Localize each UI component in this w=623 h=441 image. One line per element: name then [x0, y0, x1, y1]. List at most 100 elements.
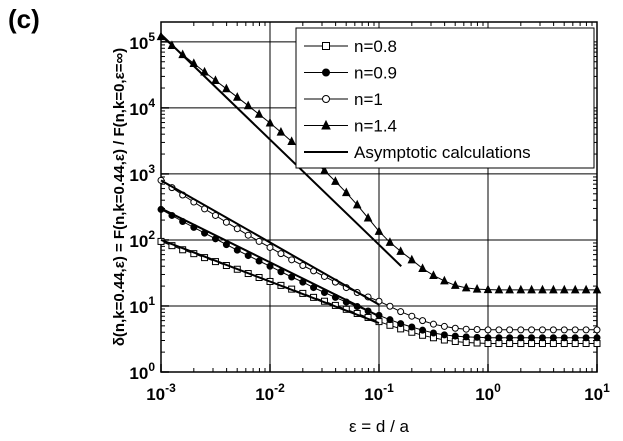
legend-marker: [321, 119, 331, 130]
data-point: [408, 312, 416, 320]
data-point: [483, 284, 493, 294]
data-point: [222, 83, 231, 93]
data-point: [232, 92, 242, 101]
x-axis-label: ε = d / a: [349, 417, 410, 436]
data-point: [495, 334, 503, 342]
data-point: [419, 317, 427, 325]
x-tick-label: 101: [584, 381, 610, 404]
data-point: [582, 326, 590, 334]
asymptotic-line: [160, 179, 380, 306]
data-point: [407, 254, 417, 264]
asymptotic-line: [160, 207, 380, 318]
data-point: [528, 340, 536, 348]
data-point: [243, 100, 253, 110]
data-point: [506, 340, 514, 348]
data-point: [559, 284, 569, 294]
data-point: [593, 334, 601, 342]
data-point: [363, 212, 373, 222]
data-point: [244, 231, 252, 239]
data-point: [571, 340, 579, 348]
data-point: [451, 332, 459, 340]
data-point: [517, 326, 525, 334]
data-point: [462, 325, 470, 333]
data-point: [517, 340, 525, 348]
legend-marker: [322, 95, 330, 103]
x-tick-label: 10-2: [255, 381, 285, 404]
x-tick-label: 10-3: [146, 381, 176, 404]
plot-frame: [160, 21, 598, 373]
data-point: [419, 326, 427, 334]
x-tick-label: 100: [475, 381, 501, 404]
y-tick-label: 100: [129, 360, 155, 383]
data-point: [484, 326, 492, 334]
data-point: [527, 284, 536, 294]
data-point: [495, 326, 503, 334]
y-tick-label: 104: [129, 96, 155, 119]
legend-label: n=0.8: [354, 37, 397, 56]
data-point: [495, 340, 503, 348]
data-point: [287, 136, 296, 145]
data-point: [429, 270, 438, 279]
data-point: [386, 302, 394, 310]
data-point: [506, 326, 514, 334]
data-point: [440, 275, 449, 285]
data-point: [581, 284, 591, 294]
y-tick-label: 105: [129, 30, 155, 53]
data-point: [571, 326, 579, 334]
data-point: [418, 263, 427, 272]
data-point: [200, 66, 209, 76]
data-point: [528, 326, 536, 334]
y-axis-label: δ(n,k=0.44,ε) = F(n,k=0.44,ε) / F(n,k=0,…: [111, 48, 128, 346]
data-point: [582, 340, 590, 348]
data-point: [429, 329, 437, 337]
data-point: [440, 322, 448, 330]
data-point: [549, 284, 558, 294]
data-point: [451, 324, 459, 332]
legend-label: n=1: [354, 90, 383, 109]
data-point: [484, 340, 492, 348]
data-point: [397, 308, 405, 316]
data-point: [386, 316, 394, 324]
data-point: [266, 243, 274, 251]
legend-box: [295, 27, 595, 169]
data-point: [517, 334, 525, 342]
data-point: [396, 246, 405, 255]
y-tick-label: 103: [129, 162, 155, 185]
data-point: [440, 331, 448, 339]
data-point: [538, 326, 546, 334]
data-point: [528, 334, 536, 342]
legend-label: n=0.9: [354, 64, 397, 83]
data-point: [233, 225, 241, 233]
data-point: [352, 199, 362, 209]
data-point: [571, 334, 579, 342]
data-point: [484, 334, 492, 342]
data-point: [429, 320, 437, 328]
data-point: [593, 340, 601, 348]
data-point: [549, 334, 557, 342]
data-point: [472, 284, 482, 293]
data-point: [265, 117, 275, 127]
data-point: [538, 284, 547, 294]
asymptotic-line: [160, 239, 380, 325]
data-point: [560, 334, 568, 342]
data-point: [331, 176, 340, 185]
data-point: [592, 284, 602, 294]
data-point: [254, 109, 264, 118]
data-point: [473, 333, 481, 341]
data-point: [560, 326, 568, 334]
data-point: [549, 326, 557, 334]
data-point: [320, 165, 329, 175]
asymptotic-line: [160, 33, 402, 267]
data-point: [386, 321, 394, 329]
data-point: [374, 226, 384, 235]
data-point: [461, 282, 471, 292]
data-point: [288, 256, 296, 264]
data-point: [450, 280, 460, 289]
data-point: [276, 126, 286, 136]
data-point: [538, 334, 546, 342]
data-point: [255, 237, 263, 245]
data-point: [516, 284, 526, 294]
data-point: [397, 320, 405, 328]
legend-label: n=1.4: [354, 117, 397, 136]
